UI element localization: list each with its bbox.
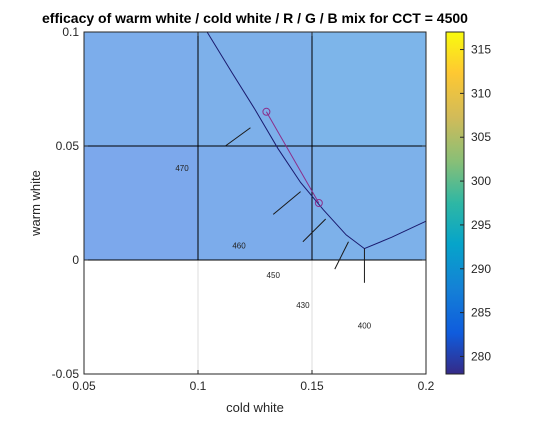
x-tick-label: 0.15 [300, 379, 324, 393]
contour-tick-segment [334, 241, 349, 270]
optimum-path-line [265, 111, 320, 204]
colorbar-tick-label: 285 [471, 306, 491, 320]
heatmap-cell [312, 32, 426, 146]
y-tick-label: 0.1 [62, 25, 79, 39]
heatmap-cell [84, 32, 198, 146]
colorbar-tick-label: 300 [471, 174, 491, 188]
colorbar [445, 31, 465, 375]
contour-tick-segment [225, 127, 251, 147]
colorbar-tick-label: 295 [471, 218, 491, 232]
heatmap-cell [84, 146, 198, 260]
contour-label: 450 [267, 271, 281, 280]
optimum-marker [262, 107, 271, 116]
heatmap-cell [312, 146, 426, 260]
contour-tick-segment [302, 218, 327, 243]
contour-label: 430 [296, 301, 310, 310]
colorbar-tick-label: 315 [471, 43, 491, 57]
y-tick-label: 0.05 [56, 139, 80, 153]
heatmap-cell [198, 146, 312, 260]
x-axis-label: cold white [226, 400, 284, 415]
contour-label: 460 [232, 242, 246, 251]
y-tick-label: -0.05 [52, 367, 80, 381]
boundary-curve [206, 31, 427, 250]
optimum-marker [314, 199, 323, 207]
contour-label: 470 [175, 164, 189, 173]
x-tick-label: 0.2 [418, 379, 435, 393]
x-tick-label: 0.1 [190, 379, 207, 393]
heatmap-cell [198, 32, 312, 146]
y-axis-label: warm white [28, 170, 43, 237]
colorbar-tick-label: 280 [471, 349, 491, 363]
colorbar-tick-label: 290 [471, 262, 491, 276]
y-tick-label: 0 [72, 253, 79, 267]
plot-frame [83, 31, 427, 375]
colorbar-tick-label: 310 [471, 86, 491, 100]
chart-title: efficacy of warm white / cold white / R … [42, 10, 468, 26]
contour-label: 400 [358, 321, 372, 330]
x-tick-label: 0.05 [72, 379, 96, 393]
colorbar-tick-label: 305 [471, 130, 491, 144]
contour-tick-segment [272, 191, 301, 215]
